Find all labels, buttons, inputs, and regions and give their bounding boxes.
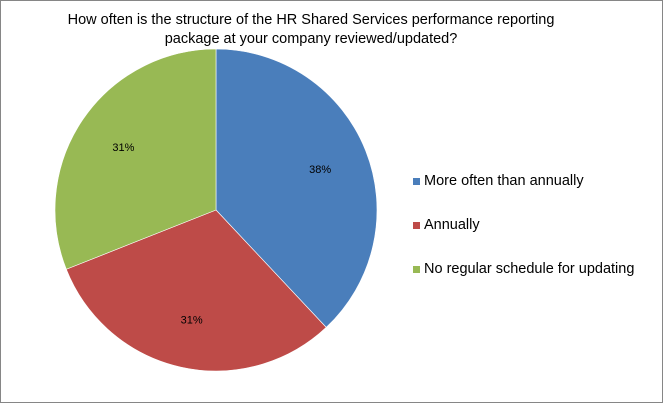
chart-title-line-1: How often is the structure of the HR Sha… bbox=[67, 12, 555, 28]
legend-swatch-red bbox=[413, 222, 420, 229]
legend-label: Annually bbox=[424, 217, 480, 233]
pie-slice-annually bbox=[65, 209, 327, 372]
pie-slice-more-often-than-annually bbox=[215, 48, 378, 328]
data-label-more-often-than-annually: 38% bbox=[309, 164, 331, 176]
chart-title: How often is the structure of the HR Sha… bbox=[11, 11, 611, 49]
legend-swatch-blue bbox=[413, 178, 420, 185]
pie-slice-no-regular-schedule bbox=[54, 48, 217, 270]
legend-label: More often than annually bbox=[424, 173, 584, 189]
legend-swatch-green bbox=[413, 266, 420, 273]
legend-label: No regular schedule for updating bbox=[424, 261, 635, 277]
chart-title-line-2: package at your company reviewed/updated… bbox=[164, 31, 458, 47]
data-label-no-regular-schedule: 31% bbox=[112, 142, 134, 154]
data-label-annually: 31% bbox=[181, 314, 203, 326]
